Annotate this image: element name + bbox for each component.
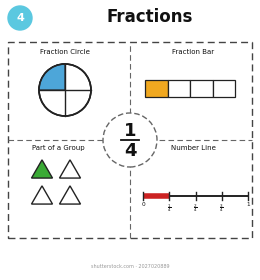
Polygon shape bbox=[60, 186, 81, 204]
Text: shutterstock.com · 2027020889: shutterstock.com · 2027020889 bbox=[91, 263, 169, 269]
Text: Fraction Circle: Fraction Circle bbox=[40, 49, 90, 55]
Polygon shape bbox=[60, 160, 81, 178]
Bar bbox=[145, 80, 167, 97]
Text: Part of a Group: Part of a Group bbox=[32, 145, 84, 151]
Text: $\frac{1}{4}$: $\frac{1}{4}$ bbox=[167, 202, 172, 214]
Text: Number Line: Number Line bbox=[171, 145, 216, 151]
Circle shape bbox=[8, 6, 32, 30]
Polygon shape bbox=[31, 186, 53, 204]
Circle shape bbox=[39, 64, 91, 116]
Bar bbox=[190, 80, 212, 97]
Wedge shape bbox=[39, 64, 65, 90]
Bar bbox=[8, 42, 252, 238]
Text: 0: 0 bbox=[141, 202, 145, 207]
Text: 4: 4 bbox=[124, 142, 136, 160]
Polygon shape bbox=[31, 160, 53, 178]
Text: Fraction Bar: Fraction Bar bbox=[172, 49, 214, 55]
Text: 1: 1 bbox=[246, 202, 250, 207]
Bar bbox=[167, 80, 190, 97]
Text: $\frac{3}{4}$: $\frac{3}{4}$ bbox=[219, 202, 224, 214]
Circle shape bbox=[103, 113, 157, 167]
Text: Fractions: Fractions bbox=[107, 8, 193, 26]
Text: $\frac{2}{4}$: $\frac{2}{4}$ bbox=[193, 202, 198, 214]
Text: 4: 4 bbox=[16, 13, 24, 23]
Text: 1: 1 bbox=[124, 122, 136, 140]
Bar bbox=[212, 80, 235, 97]
